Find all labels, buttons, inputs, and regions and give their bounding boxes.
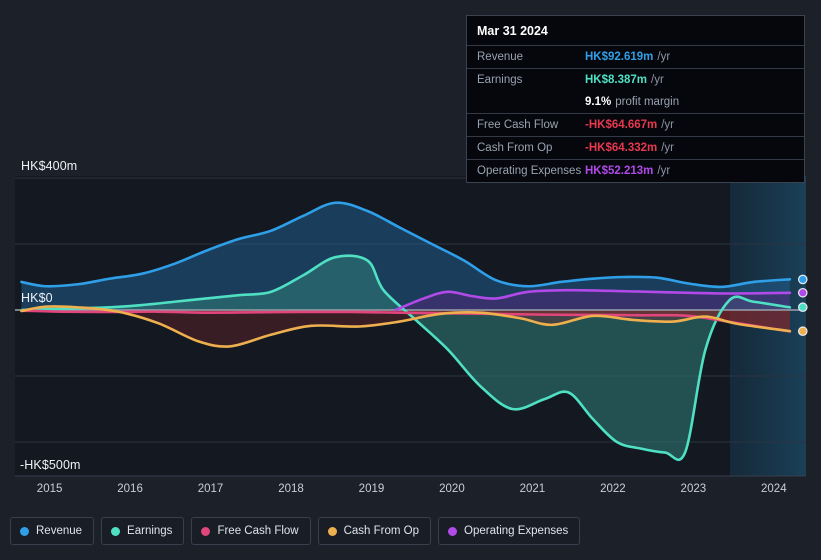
x-axis-tick-2016: 2016 (117, 483, 143, 495)
line-earnings (20, 254, 792, 462)
legend-item-revenue[interactable]: Revenue (10, 517, 95, 545)
legend-item-label: Earnings (127, 525, 173, 537)
legend-color-dot (111, 526, 121, 536)
x-axis-tick-2017: 2017 (197, 483, 224, 495)
tooltip-row: Earnings HK$8.387m/yr (467, 68, 804, 91)
x-axis-tick-2015: 2015 (36, 483, 63, 495)
tooltip-row-value: HK$92.619m (585, 51, 654, 63)
tooltip-row-unit: /yr (661, 142, 675, 154)
tooltip-row-unit: profit margin (615, 96, 680, 108)
legend-item-free-cash-flow[interactable]: Free Cash Flow (191, 517, 311, 545)
x-axis-tick-2019: 2019 (358, 483, 385, 495)
line-operating-expenses (394, 288, 792, 312)
series-lines (20, 201, 792, 462)
y-axis-label-zero: HK$0 (21, 291, 53, 305)
tooltip-row: Operating Expenses HK$52.213m/yr (467, 159, 804, 182)
x-axis-tick-2020: 2020 (439, 483, 465, 495)
x-axis-tick-2021: 2021 (519, 483, 546, 495)
legend-item-earnings[interactable]: Earnings (101, 517, 185, 545)
series-endpoint-markers (797, 274, 808, 337)
tooltip-row: Free Cash Flow -HK$64.667m/yr (467, 113, 804, 136)
x-axis-tick-labels: 2015 2016 2017 2018 2019 2020 2021 2022 2023 2024 (0, 483, 821, 503)
tooltip-row-value-wrap: 9.1% profit margin (585, 96, 679, 108)
tooltip-row-unit: /yr (651, 74, 664, 86)
legend-color-dot (327, 526, 337, 536)
chart-legend[interactable]: Revenue Earnings Free Cash Flow Cash From O… (10, 517, 581, 545)
tooltip-rows: Revenue HK$92.619m/yr Earnings HK$8.387m/yr… (467, 45, 804, 182)
legend-item-label: Revenue (36, 525, 83, 537)
tooltip-row-value-wrap: HK$92.619m/yr (585, 51, 670, 63)
line-cash-from-op (20, 305, 792, 348)
area-cash-from-op (21, 306, 790, 347)
tooltip-date: Mar 31 2024 (477, 24, 548, 38)
tooltip-row-value-wrap: -HK$64.332m/yr (585, 142, 674, 154)
tooltip-row-value: HK$52.213m (585, 165, 654, 177)
x-axis-tick-2023: 2023 (680, 483, 707, 495)
legend-item-cash-from-op[interactable]: Cash From Op (317, 517, 432, 545)
tooltip-row-value: 9.1% (585, 96, 612, 108)
tooltip-row: Cash From Op -HK$64.332m/yr (467, 136, 804, 159)
tooltip-row-value: HK$8.387m (585, 74, 648, 86)
legend-item-label: Free Cash Flow (217, 525, 299, 537)
y-axis-label-bottom: -HK$500m (20, 458, 81, 472)
endpoint-revenue (797, 274, 808, 285)
series-areas (21, 202, 790, 460)
tooltip-row-value: -HK$64.667m (585, 119, 658, 131)
tooltip-row-label: Revenue (477, 51, 524, 63)
x-axis-tick-2022: 2022 (600, 483, 626, 495)
tooltip-row-value-wrap: HK$8.387m/yr (585, 74, 664, 86)
endpoint-earnings (797, 302, 808, 313)
legend-item-label: Operating Expenses (464, 525, 569, 537)
area-free-cash-flow (21, 310, 790, 332)
tooltip-row-label: Free Cash Flow (477, 119, 559, 131)
x-axis-tick-2018: 2018 (278, 483, 304, 495)
tooltip-row-value-wrap: HK$52.213m/yr (585, 165, 670, 177)
tooltip-row-label: Operating Expenses (477, 165, 582, 177)
x-axis-tick-2024: 2024 (761, 483, 787, 495)
endpoint-operating-expenses (797, 287, 808, 298)
endpoint-cash-from-op (797, 326, 808, 337)
legend-color-dot (20, 526, 29, 536)
tooltip-row-unit: /yr (657, 51, 671, 63)
legend-color-dot (201, 526, 211, 536)
tooltip-row-value-wrap: -HK$64.667m/yr (585, 119, 674, 131)
area-revenue (21, 202, 790, 310)
area-earnings (21, 255, 790, 460)
data-point-tooltip: Mar 31 2024 Revenue HK$92.619m/yr Earnings… (466, 15, 805, 183)
legend-item-operating-expenses[interactable]: Operating Expenses (438, 517, 581, 545)
line-revenue (20, 201, 792, 289)
legend-item-label: Cash From Op (343, 525, 420, 537)
tooltip-row-label: Cash From Op (477, 142, 553, 154)
tooltip-row-label: Earnings (477, 74, 523, 86)
tooltip-row-unit: /yr (657, 165, 671, 177)
line-free-cash-flow (20, 309, 792, 333)
tooltip-row-value: -HK$64.332m (585, 142, 658, 154)
tooltip-row: 9.1% profit margin (467, 91, 804, 113)
area-operating-expenses (395, 290, 790, 310)
tooltip-row-unit: /yr (661, 119, 675, 131)
y-axis-label-top: HK$400m (21, 159, 78, 173)
legend-color-dot (448, 526, 458, 536)
tooltip-row: Revenue HK$92.619m/yr (467, 45, 804, 68)
